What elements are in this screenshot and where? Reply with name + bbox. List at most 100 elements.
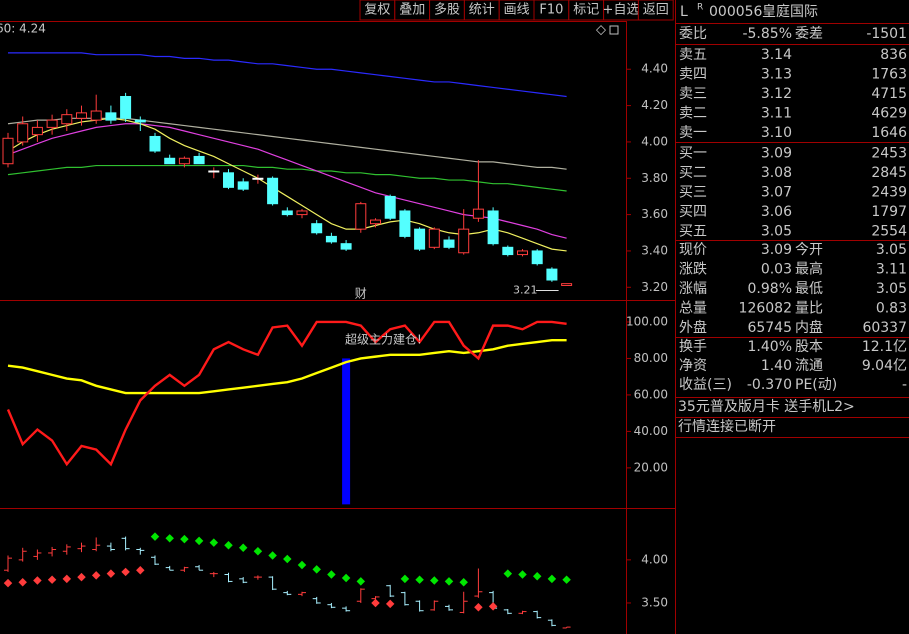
toolbar-label[interactable]: 返回 — [643, 3, 669, 18]
sar-dot — [474, 603, 483, 612]
toolbar-label[interactable]: 叠加 — [399, 3, 425, 18]
book-price: 3.06 — [761, 204, 792, 220]
book-label: 买二 — [679, 165, 707, 181]
quote-value: -0.370 — [747, 377, 792, 393]
y-tick-label: 3.80 — [641, 171, 668, 185]
quote-label: 最低 — [795, 281, 823, 297]
promo-link[interactable]: 35元普及版月卡 送手机L2> — [678, 399, 855, 415]
book-price: 3.14 — [761, 47, 792, 63]
quote-value: 0.03 — [761, 262, 792, 278]
quote-value: 65745 — [747, 320, 792, 336]
toolbar-button[interactable] — [637, 0, 674, 21]
book-volume: 836 — [880, 47, 907, 63]
candle-body — [517, 250, 528, 256]
icon-diamond[interactable]: ◇ — [596, 23, 606, 38]
quote-value: -1501 — [866, 26, 907, 42]
icon-box[interactable] — [609, 25, 619, 35]
book-price: 3.11 — [761, 106, 792, 122]
quote-label: 换手 — [679, 338, 707, 355]
y-tick-label: 3.20 — [641, 280, 668, 294]
toolbar-label[interactable]: 标记 — [573, 3, 599, 18]
candle-body — [296, 210, 308, 216]
y-tick-label: 60.00 — [634, 387, 668, 401]
y-tick-label: 4.00 — [641, 552, 668, 566]
candle-body — [531, 250, 543, 265]
candle-body — [325, 235, 337, 243]
book-label: 卖四 — [679, 67, 707, 83]
stock-code: 000056 — [709, 4, 763, 20]
quote-value: 12.1亿 — [862, 339, 907, 355]
candle-body — [370, 219, 381, 225]
sar-dot — [297, 560, 307, 570]
quote-label: 涨幅 — [679, 281, 707, 297]
candle-body — [267, 177, 279, 205]
quote-label: 总量 — [679, 301, 707, 317]
toolbar-label[interactable]: F10 — [539, 3, 563, 18]
book-volume: 1763 — [871, 67, 907, 83]
sar-dot — [503, 569, 513, 578]
candle-body — [237, 181, 249, 190]
candle-body — [76, 112, 87, 119]
candle-body — [105, 112, 117, 121]
quote-label: 流通 — [795, 358, 823, 374]
book-label: 卖三 — [679, 86, 707, 102]
quote-value: 3.05 — [876, 281, 907, 297]
sar-dot — [268, 551, 277, 560]
quote-value: 0.83 — [876, 301, 907, 317]
quote-value: 0.98% — [748, 281, 792, 297]
candle-body — [223, 172, 234, 188]
book-price: 3.09 — [761, 146, 792, 162]
book-price: 3.08 — [761, 165, 792, 181]
sar-dot — [562, 575, 571, 584]
toolbar-label[interactable]: 多股 — [434, 2, 460, 18]
y-tick-label: 4.20 — [641, 98, 668, 112]
book-label: 买四 — [679, 204, 707, 220]
y-tick-label: 4.40 — [641, 62, 668, 76]
toolbar-label[interactable]: +自选 — [603, 3, 640, 18]
candle-body — [193, 155, 205, 165]
candle-body — [149, 135, 161, 152]
book-label: 卖五 — [679, 47, 707, 63]
quote-value: - — [902, 377, 907, 393]
quote-label: 现价 — [679, 242, 707, 258]
connection-status: 行情连接已断开 — [678, 418, 776, 435]
quote-value: 9.04亿 — [862, 358, 907, 374]
candle-body — [178, 157, 190, 165]
candle-body — [61, 114, 73, 125]
candle-body — [561, 283, 573, 286]
toolbar-label[interactable]: 统计 — [469, 3, 495, 18]
moving-average — [8, 52, 567, 98]
candle-body — [134, 119, 146, 123]
quote-value: 1.40 — [761, 358, 792, 374]
sar-dot — [283, 554, 292, 564]
sar-dot — [371, 598, 380, 608]
book-price: 3.12 — [761, 86, 792, 102]
signal-annotation: 超级主力建仓! — [345, 332, 422, 347]
toolbar-label[interactable]: 复权 — [364, 2, 390, 18]
toolbar-label[interactable]: 画线 — [504, 3, 530, 18]
quote-label: PE(动) — [795, 377, 837, 393]
candle-body — [252, 177, 264, 180]
book-volume: 1646 — [871, 125, 907, 141]
y-tick-label: 40.00 — [634, 424, 668, 438]
y-tick-label: 20.00 — [634, 460, 668, 474]
y-tick-label: 100.00 — [626, 314, 668, 328]
candle-body — [502, 246, 514, 256]
ma-header: 60: 4.24 — [0, 22, 46, 36]
candle-body — [458, 228, 470, 254]
candle-body — [414, 228, 426, 250]
sar-dot — [459, 578, 468, 587]
sar-dot — [356, 577, 366, 586]
quote-label: 收益(三) — [679, 377, 732, 393]
sar-dot — [532, 571, 542, 581]
book-label: 买一 — [679, 146, 707, 162]
quote-value: 60337 — [862, 320, 907, 336]
candle-body — [90, 110, 102, 121]
quote-label: 今开 — [795, 242, 823, 258]
signal-bar — [342, 358, 351, 505]
y-tick-label: 3.50 — [641, 595, 668, 609]
candle-body — [46, 119, 58, 128]
quote-prefix: L — [680, 4, 688, 20]
